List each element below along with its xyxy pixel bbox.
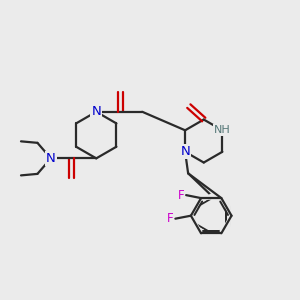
- Text: F: F: [167, 212, 173, 225]
- Text: NH: NH: [214, 125, 231, 135]
- Text: N: N: [92, 105, 101, 118]
- Text: N: N: [46, 152, 56, 165]
- Text: F: F: [177, 189, 184, 202]
- Text: N: N: [180, 145, 190, 158]
